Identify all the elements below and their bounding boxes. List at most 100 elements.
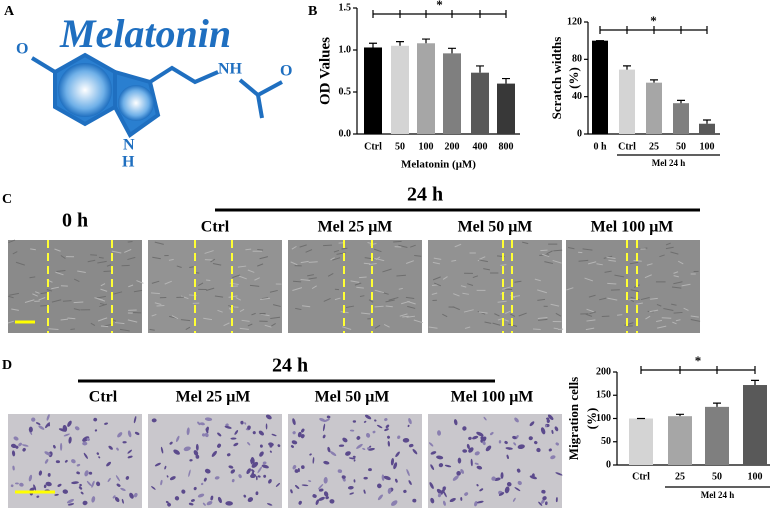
cell-texture [176, 265, 182, 268]
stained-cell [57, 483, 62, 487]
stained-cell [261, 464, 269, 469]
stained-cell [480, 436, 486, 441]
cell-texture [635, 302, 643, 305]
cell-texture [180, 295, 189, 300]
cell-texture [533, 328, 541, 331]
y-tick-label: 0.0 [339, 128, 352, 139]
cell-texture [62, 300, 72, 302]
cell-texture [671, 286, 682, 289]
y-tick-label: 150 [596, 390, 611, 401]
stained-cell [364, 414, 372, 420]
cell-texture [607, 297, 618, 301]
cell-texture [492, 322, 501, 326]
y-tick-label: 1.0 [339, 44, 352, 55]
stained-cell [74, 426, 80, 431]
stained-cell [98, 456, 101, 459]
stained-cell [363, 420, 367, 423]
stained-cell [383, 475, 391, 481]
cell-texture [247, 323, 253, 327]
stained-cell [247, 442, 251, 446]
stained-cell [66, 498, 75, 504]
stained-cell [514, 417, 519, 423]
cell-texture [464, 326, 471, 329]
cell-texture [467, 283, 474, 286]
stained-cell [356, 436, 361, 440]
stained-cell [133, 415, 137, 424]
stained-cell [300, 434, 305, 439]
cell-texture [369, 242, 377, 246]
y-tick-label: 200 [596, 366, 611, 377]
cell-texture [431, 292, 438, 295]
stained-cell [121, 498, 124, 504]
stained-cell [353, 459, 356, 462]
x-tick-label: 400 [473, 141, 488, 152]
stained-cell [68, 436, 72, 444]
aromatic-ring [118, 85, 154, 121]
x-tick-label: Ctrl [618, 141, 636, 152]
stained-cell [127, 455, 133, 459]
stained-cell [407, 424, 410, 428]
stained-cell [195, 454, 200, 459]
cell-texture [672, 321, 677, 325]
stained-cell [462, 426, 467, 431]
stained-cell [508, 447, 511, 450]
cell-texture [127, 256, 136, 261]
stained-cell [226, 453, 231, 457]
stained-cell [117, 432, 123, 438]
cell-texture [670, 251, 679, 255]
stained-cell [377, 483, 382, 489]
stained-cell [512, 435, 517, 440]
cell-texture [373, 248, 382, 253]
cell-texture [359, 276, 367, 279]
stained-cell [546, 419, 550, 423]
cell-texture [478, 311, 488, 314]
stained-cell [384, 418, 388, 422]
cell-texture [656, 303, 662, 307]
cell-texture [56, 270, 66, 273]
stained-cell [403, 489, 407, 494]
micrograph [566, 240, 700, 333]
cell-texture [171, 315, 179, 320]
cell-texture [341, 247, 348, 250]
cell-texture [656, 319, 663, 322]
column-label: Ctrl [201, 219, 230, 236]
stained-cell [436, 455, 444, 460]
stained-cell [250, 459, 253, 465]
cell-texture [237, 265, 247, 268]
stained-cell [214, 476, 220, 480]
stained-cell [164, 465, 167, 470]
stained-cell [173, 449, 180, 455]
stained-cell [47, 422, 51, 427]
stained-cell [127, 430, 132, 438]
cell-texture [272, 304, 281, 307]
cell-texture [8, 239, 16, 244]
bar [471, 72, 489, 134]
stained-cell [491, 476, 496, 481]
stained-cell [31, 417, 36, 422]
cell-texture [70, 328, 75, 330]
cell-texture [405, 260, 414, 264]
y-tick-label: 0 [606, 459, 611, 470]
bar [619, 69, 635, 134]
stained-cell [160, 446, 164, 454]
time-header: 24 h [272, 355, 308, 377]
stained-cell [269, 450, 272, 453]
y-tick-label: 100 [596, 413, 611, 424]
stained-cell [76, 463, 81, 467]
stained-cell [247, 425, 251, 430]
stained-cell [189, 459, 193, 462]
cell-texture [673, 311, 683, 314]
cell-texture [239, 327, 249, 330]
stained-cell [323, 418, 330, 423]
stained-cell [387, 440, 390, 447]
stained-cell [318, 496, 325, 501]
stained-cell [186, 427, 190, 436]
cell-texture [301, 305, 311, 308]
cell-texture [433, 257, 442, 260]
cell-texture [114, 322, 125, 325]
cell-texture [483, 268, 491, 271]
cell-texture [497, 300, 507, 303]
cell-texture [649, 309, 659, 313]
stained-cell [271, 433, 277, 437]
cell-texture [385, 299, 395, 303]
